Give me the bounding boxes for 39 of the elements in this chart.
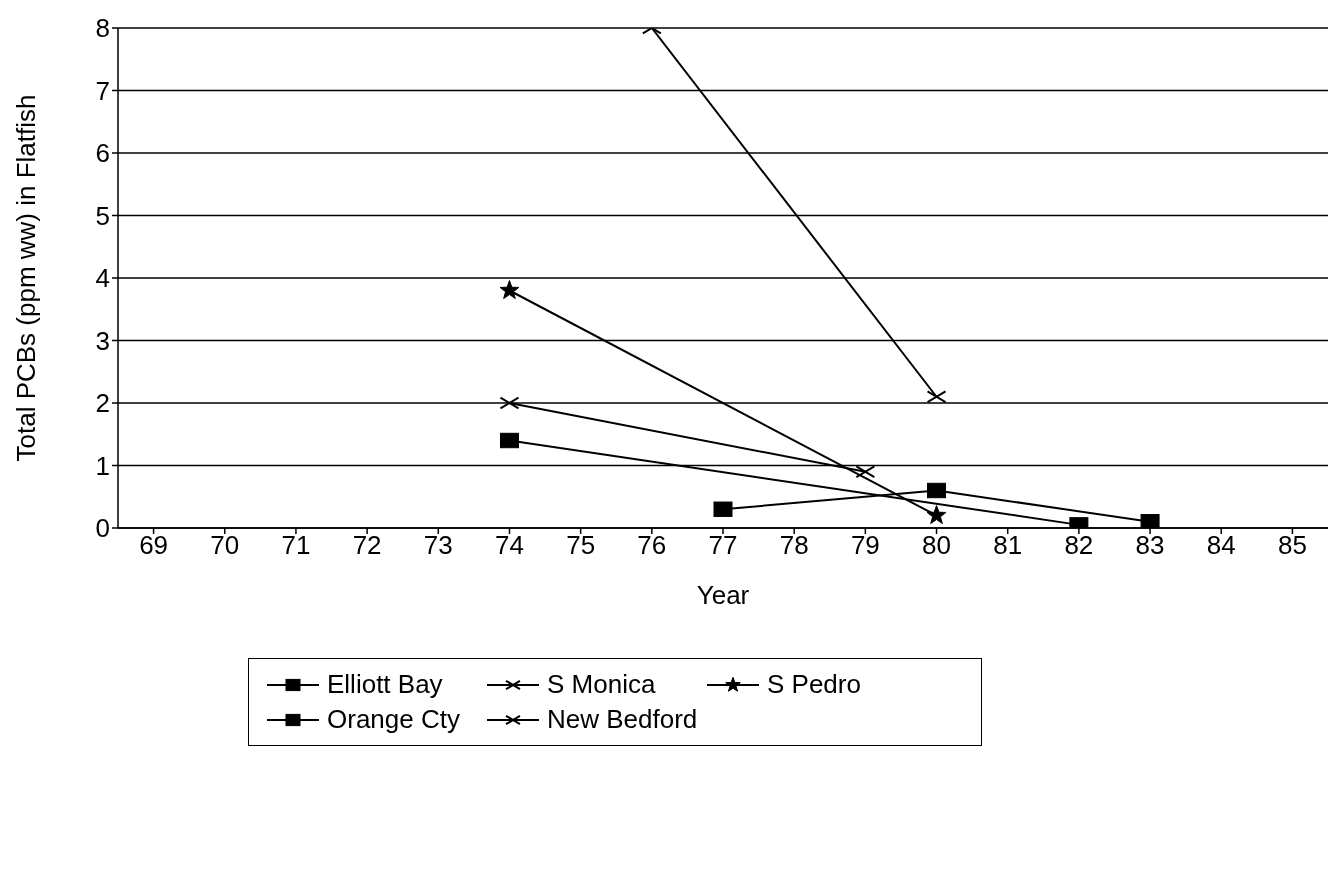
y-tick-label: 7 [95,75,110,106]
x-tick-label: 83 [1135,530,1165,561]
x-tick-label: 72 [352,530,382,561]
point [927,482,947,499]
x-axis-title: Year [696,580,750,610]
x-tick-label: 69 [139,530,169,561]
x-tick-label: 84 [1206,530,1236,561]
x-tick-label: 80 [922,530,951,561]
x-tick-label: 70 [210,530,240,561]
x-tick-label: 79 [850,530,880,561]
point [926,505,947,525]
legend-label: Elliott Bay [327,669,443,700]
x-tick-label: 71 [281,530,311,561]
x-tick-label: 81 [993,530,1023,561]
y-tick-label: 0 [95,513,110,544]
y-tick-label: 2 [95,388,110,419]
legend-label: S Pedro [767,669,861,700]
y-tick-label: 8 [95,13,110,44]
point [713,501,733,517]
y-axis-title: Total PCBs (ppm ww) in Flatfish [11,94,42,462]
y-tick-label: 4 [95,263,110,294]
legend-label: New Bedford [547,704,698,735]
y-tick-label: 3 [95,325,110,356]
x-tick-label: 82 [1064,530,1094,561]
x-tick-label: 85 [1277,530,1307,561]
x-tick-label: 77 [708,530,738,561]
x-tick-label: 74 [495,530,524,561]
point [499,280,520,300]
x-tick-label: 75 [566,530,596,561]
y-tick-label: 1 [95,450,110,481]
x-tick-label: 73 [423,530,453,561]
legend-label: Orange Cty [327,704,460,735]
legend-label: S Monica [547,669,656,700]
y-tick-label: 5 [95,200,110,231]
x-tick-label: 76 [637,530,667,561]
y-tick-label: 6 [95,138,110,169]
x-tick-label: 78 [779,530,809,561]
point [499,432,519,449]
point [1140,514,1160,528]
